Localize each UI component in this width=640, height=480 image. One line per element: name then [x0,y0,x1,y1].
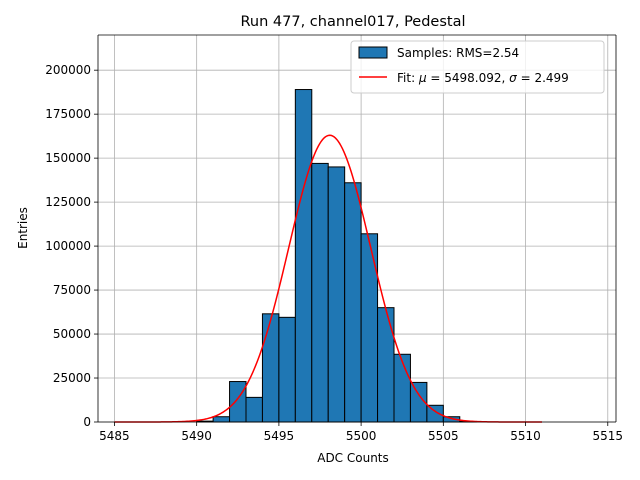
x-tick-label: 5485 [99,429,130,443]
legend-swatch-samples [358,46,388,59]
legend-mu-value: = 5498.092, [427,71,510,85]
x-axis-label: ADC Counts [317,451,389,465]
y-tick-label: 50000 [53,327,91,341]
x-axis-ticks: 5485 5490 5495 5500 5505 5510 5515 [99,422,623,443]
axes-frame [97,34,617,423]
histogram-bar [294,89,313,423]
fit-curve [114,134,542,423]
legend-sigma-symbol: σ [509,71,517,85]
y-tick-label: 25000 [53,371,91,385]
legend-fit-prefix: Fit: [397,71,419,85]
x-tick-label: 5515 [593,429,624,443]
histogram-bar [393,353,411,423]
histogram-bar [327,166,346,423]
y-axis-label: Entries [16,207,30,249]
x-tick-label: 5490 [181,429,212,443]
x-tick-label: 5500 [346,429,377,443]
legend-label-fit: Fit: μ = 5498.092, σ = 2.499 [397,71,569,85]
y-tick-label: 150000 [45,151,91,165]
histogram-bar [245,396,263,423]
x-tick-label: 5510 [510,429,541,443]
histogram-bar [278,316,296,423]
x-tick-label: 5495 [264,429,295,443]
y-tick-label: 100000 [45,239,91,253]
histogram-bar [344,182,362,423]
y-tick-label: 175000 [45,107,91,121]
legend-box [350,40,605,94]
legend-label-samples: Samples: RMS=2.54 [397,46,519,60]
histogram-bar [212,416,231,423]
histogram-bar [229,381,247,423]
legend-mu-symbol: μ [418,71,427,85]
y-axis-ticks: 0 25000 50000 75000 100000 125000 150000 175000… [45,63,98,429]
y-tick-label: 125000 [45,195,91,209]
y-tick-label: 75000 [53,283,91,297]
histogram-bar [261,313,280,423]
histogram-bars [196,89,477,423]
legend: Samples: RMS=2.54 Fit: μ = 5498.092, σ =… [350,40,605,94]
histogram-bar [377,307,395,423]
x-tick-label: 5505 [428,429,459,443]
y-tick-label: 200000 [45,63,91,77]
legend-sigma-value: = 2.499 [517,71,569,85]
y-tick-label: 0 [83,415,91,429]
histogram-bar [311,162,329,423]
chart-title: Run 477, channel017, Pedestal [240,14,465,30]
histogram-bar [360,233,379,423]
